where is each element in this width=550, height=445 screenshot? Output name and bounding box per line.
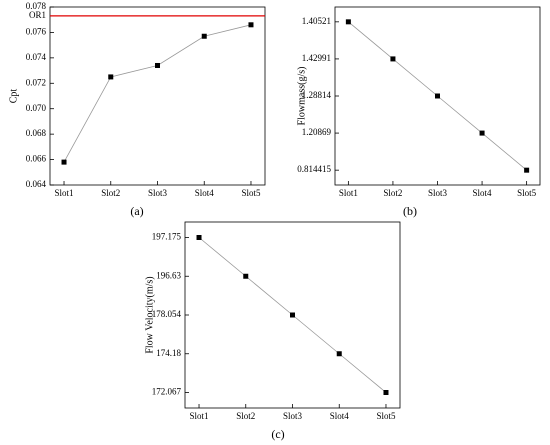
y-tick-label: 172.067 <box>152 387 182 397</box>
y-tick-label: 0.066 <box>26 154 47 164</box>
data-point <box>524 167 530 173</box>
x-tick-label: Slot4 <box>195 188 215 198</box>
x-tick-label: Slot2 <box>101 188 120 198</box>
y-tick-label: 0.072 <box>26 77 46 87</box>
y-tick-label: 1.42991 <box>302 53 331 63</box>
data-point <box>290 312 295 318</box>
x-tick-label: Slot3 <box>283 411 303 421</box>
data-point <box>336 351 342 357</box>
data-point <box>248 22 254 28</box>
data-point <box>108 74 114 80</box>
x-tick-label: Slot5 <box>241 188 261 198</box>
data-point <box>383 390 389 395</box>
x-tick-label: Slot5 <box>376 411 396 421</box>
x-tick-label: Slot4 <box>473 188 493 198</box>
data-point <box>155 62 160 68</box>
y-tick-label: 0.068 <box>26 128 47 138</box>
x-tick-label: Slot3 <box>428 188 448 198</box>
y-tick-label: 196.63 <box>156 270 181 280</box>
x-tick-label: Slot3 <box>148 188 168 198</box>
data-point <box>435 93 440 99</box>
caption: (a) <box>130 204 143 218</box>
x-tick-label: Slot5 <box>517 188 537 198</box>
plot-frame <box>49 6 266 186</box>
x-tick-label: Slot1 <box>55 188 74 198</box>
x-tick-label: Slot2 <box>383 188 402 198</box>
data-point <box>61 159 67 165</box>
y-tick-label: 0.076 <box>26 26 47 36</box>
y-tick-label: 0.814415 <box>297 164 331 174</box>
caption: (c) <box>271 427 284 441</box>
data-point <box>201 33 207 39</box>
y-axis-label: Flow Velocity(m/s) <box>144 276 155 353</box>
data-point <box>479 130 485 136</box>
y-axis-label: Flowmass(g/s) <box>296 67 307 126</box>
y-axis-label: Cpt <box>8 89 19 104</box>
y-tick-label: 0.070 <box>26 103 47 113</box>
x-tick-label: Slot1 <box>339 188 358 198</box>
x-tick-label: Slot4 <box>330 411 350 421</box>
x-tick-label: Slot1 <box>190 411 209 421</box>
y-tick-label: 0.078 <box>26 1 47 11</box>
y-tick-label: OR1 <box>29 10 46 20</box>
y-tick-label: 1.20869 <box>302 127 332 137</box>
data-point <box>390 56 396 62</box>
y-tick-label: 0.064 <box>26 179 47 189</box>
caption: (b) <box>403 204 417 218</box>
data-point <box>345 19 351 25</box>
data-line <box>63 24 252 163</box>
data-point <box>196 235 202 240</box>
y-tick-label: 1.28814 <box>302 90 332 100</box>
y-tick-label: 174.18 <box>156 348 181 358</box>
data-point <box>243 273 249 279</box>
x-tick-label: Slot2 <box>236 411 255 421</box>
y-tick-label: 0.074 <box>26 52 47 62</box>
y-tick-label: 197.175 <box>152 232 182 242</box>
y-tick-label: 178.054 <box>152 309 182 319</box>
y-tick-label: 1.40521 <box>302 16 331 26</box>
